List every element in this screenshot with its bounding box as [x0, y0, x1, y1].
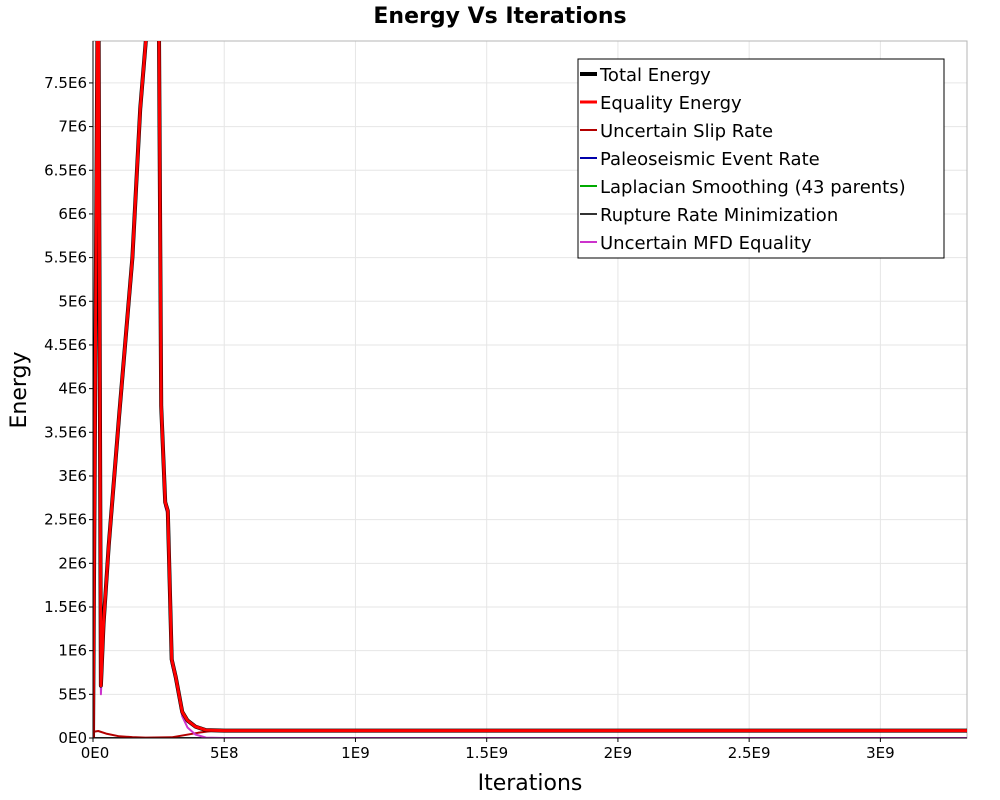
y-tick-labels: 0E0 5E5 1E6 1.5E6 2E6 2.5E6 3E6 3.5E6 4E6 4.5E6 5E… [44, 74, 93, 747]
series-line-equality-energy [93, 41, 967, 738]
y-tick-label: 6.5E6 [44, 161, 87, 179]
y-tick-label: 7.5E6 [44, 74, 87, 92]
y-tick-label: 3E6 [58, 467, 87, 485]
legend-entry-uncertain-slip-rate: Uncertain Slip Rate [600, 121, 773, 142]
y-tick-label: 4E6 [58, 380, 87, 398]
x-tick-label: 5E8 [210, 744, 239, 762]
x-tick-label: 1E9 [341, 744, 370, 762]
x-axis-label: Iterations [478, 771, 583, 796]
legend-entry-total-energy: Total Energy [599, 65, 711, 86]
chart-title: Energy Vs Iterations [373, 4, 626, 29]
y-tick-label: 4.5E6 [44, 336, 87, 354]
y-tick-label: 5E6 [58, 292, 87, 310]
y-tick-label: 1.5E6 [44, 598, 87, 616]
legend-entry-equality-energy: Equality Energy [600, 93, 742, 114]
legend-entry-rupture-rate-minimization: Rupture Rate Minimization [600, 205, 838, 226]
legend-entry-uncertain-mfd-equality: Uncertain MFD Equality [600, 233, 812, 254]
legend-box [577, 58, 945, 259]
x-tick-label: 2.5E9 [728, 744, 771, 762]
x-tick-label: 3E9 [866, 744, 895, 762]
y-tick-label: 5.5E6 [44, 249, 87, 267]
series-layer [93, 41, 967, 738]
y-tick-label: 2E6 [58, 554, 87, 572]
y-tick-label: 7E6 [58, 118, 87, 136]
y-tick-label: 3.5E6 [44, 423, 87, 441]
y-tick-label: 0E0 [58, 729, 87, 747]
y-tick-label: 5E5 [58, 685, 87, 703]
y-tick-label: 6E6 [58, 205, 87, 223]
legend-entry-laplacian-smoothing-43-parents: Laplacian Smoothing (43 parents) [600, 177, 906, 198]
y-tick-label: 1E6 [58, 642, 87, 660]
y-tick-label: 2.5E6 [44, 511, 87, 529]
y-axis-label: Energy [7, 351, 32, 428]
x-tick-label: 1.5E9 [465, 744, 508, 762]
x-tick-labels: 0E0 5E8 1E9 1.5E9 2E9 2.5E9 3E9 [81, 738, 895, 762]
legend-entry-paleoseismic-event-rate: Paleoseismic Event Rate [600, 149, 820, 170]
legend: Total Energy Equality Energy Uncertain Sli… [577, 58, 945, 259]
x-tick-label: 2E9 [604, 744, 633, 762]
x-tick-label: 0E0 [81, 744, 110, 762]
